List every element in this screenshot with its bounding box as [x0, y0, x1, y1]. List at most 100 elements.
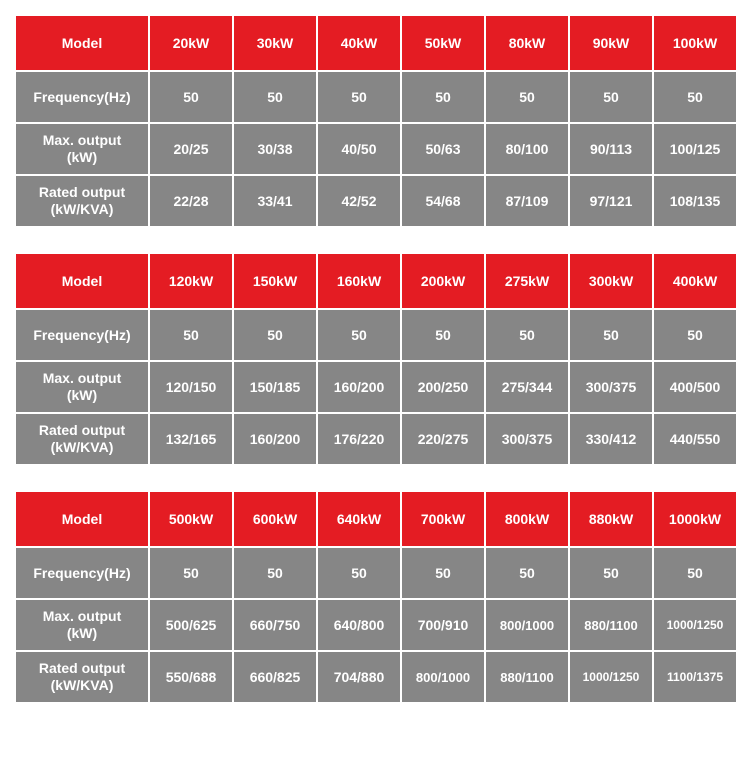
max-output-row: Max. output(kW)500/625660/750640/800700/… [16, 600, 736, 650]
max-output-row: Max. output(kW)20/2530/3840/5050/6380/10… [16, 124, 736, 174]
spec-table-2: Model500kW600kW640kW700kW800kW880kW1000k… [14, 490, 738, 704]
col-header: 120kW [150, 254, 232, 308]
row-label: Frequency(Hz) [16, 548, 148, 598]
data-cell: 220/275 [402, 414, 484, 464]
data-cell: 1000/1250 [654, 600, 736, 650]
data-cell: 176/220 [318, 414, 400, 464]
col-header: 90kW [570, 16, 652, 70]
row-label: Frequency(Hz) [16, 310, 148, 360]
data-cell: 1000/1250 [570, 652, 652, 702]
data-cell: 160/200 [234, 414, 316, 464]
col-header: Model [16, 254, 148, 308]
data-cell: 50 [570, 72, 652, 122]
col-header: 600kW [234, 492, 316, 546]
max-output-row: Max. output(kW)120/150150/185160/200200/… [16, 362, 736, 412]
data-cell: 150/185 [234, 362, 316, 412]
row-label: Frequency(Hz) [16, 72, 148, 122]
data-cell: 33/41 [234, 176, 316, 226]
rated-output-row: Rated output(kW/KVA)22/2833/4142/5254/68… [16, 176, 736, 226]
frequency-row: Frequency(Hz)50505050505050 [16, 72, 736, 122]
data-cell: 50 [150, 310, 232, 360]
data-cell: 440/550 [654, 414, 736, 464]
col-header: 50kW [402, 16, 484, 70]
data-cell: 275/344 [486, 362, 568, 412]
frequency-row: Frequency(Hz)50505050505050 [16, 548, 736, 598]
data-cell: 704/880 [318, 652, 400, 702]
row-label: Rated output(kW/KVA) [16, 414, 148, 464]
col-header: Model [16, 492, 148, 546]
row-label: Max. output(kW) [16, 362, 148, 412]
data-cell: 50 [402, 72, 484, 122]
data-cell: 90/113 [570, 124, 652, 174]
data-cell: 400/500 [654, 362, 736, 412]
col-header: 400kW [654, 254, 736, 308]
data-cell: 120/150 [150, 362, 232, 412]
data-cell: 50 [318, 310, 400, 360]
col-header: 640kW [318, 492, 400, 546]
col-header: Model [16, 16, 148, 70]
col-header: 275kW [486, 254, 568, 308]
data-cell: 50 [234, 310, 316, 360]
spec-table-1: Model120kW150kW160kW200kW275kW300kW400kW… [14, 252, 738, 466]
data-cell: 800/1000 [486, 600, 568, 650]
data-cell: 132/165 [150, 414, 232, 464]
data-cell: 50 [150, 72, 232, 122]
row-label: Max. output(kW) [16, 600, 148, 650]
data-cell: 300/375 [570, 362, 652, 412]
data-cell: 50 [570, 310, 652, 360]
col-header: 40kW [318, 16, 400, 70]
data-cell: 50 [402, 548, 484, 598]
rated-output-row: Rated output(kW/KVA)550/688660/825704/88… [16, 652, 736, 702]
data-cell: 87/109 [486, 176, 568, 226]
col-header: 500kW [150, 492, 232, 546]
spec-table-0: Model20kW30kW40kW50kW80kW90kW100kWFreque… [14, 14, 738, 228]
data-cell: 660/825 [234, 652, 316, 702]
row-label: Rated output(kW/KVA) [16, 652, 148, 702]
tables-container: Model20kW30kW40kW50kW80kW90kW100kWFreque… [14, 14, 736, 704]
col-header: 160kW [318, 254, 400, 308]
data-cell: 50 [654, 72, 736, 122]
row-label: Rated output(kW/KVA) [16, 176, 148, 226]
col-header: 800kW [486, 492, 568, 546]
col-header: 80kW [486, 16, 568, 70]
data-cell: 880/1100 [570, 600, 652, 650]
col-header: 30kW [234, 16, 316, 70]
col-header: 700kW [402, 492, 484, 546]
data-cell: 50 [150, 548, 232, 598]
data-cell: 640/800 [318, 600, 400, 650]
data-cell: 300/375 [486, 414, 568, 464]
data-cell: 22/28 [150, 176, 232, 226]
data-cell: 100/125 [654, 124, 736, 174]
col-header: 150kW [234, 254, 316, 308]
data-cell: 20/25 [150, 124, 232, 174]
data-cell: 97/121 [570, 176, 652, 226]
data-cell: 50 [486, 548, 568, 598]
data-cell: 50 [234, 548, 316, 598]
data-cell: 700/910 [402, 600, 484, 650]
data-cell: 1100/1375 [654, 652, 736, 702]
row-label: Max. output(kW) [16, 124, 148, 174]
header-row: Model120kW150kW160kW200kW275kW300kW400kW [16, 254, 736, 308]
header-row: Model500kW600kW640kW700kW800kW880kW1000k… [16, 492, 736, 546]
data-cell: 50 [318, 72, 400, 122]
data-cell: 108/135 [654, 176, 736, 226]
data-cell: 50 [402, 310, 484, 360]
data-cell: 550/688 [150, 652, 232, 702]
col-header: 20kW [150, 16, 232, 70]
data-cell: 50 [318, 548, 400, 598]
col-header: 200kW [402, 254, 484, 308]
frequency-row: Frequency(Hz)50505050505050 [16, 310, 736, 360]
data-cell: 42/52 [318, 176, 400, 226]
data-cell: 50 [654, 548, 736, 598]
data-cell: 54/68 [402, 176, 484, 226]
col-header: 100kW [654, 16, 736, 70]
col-header: 1000kW [654, 492, 736, 546]
data-cell: 330/412 [570, 414, 652, 464]
data-cell: 40/50 [318, 124, 400, 174]
data-cell: 30/38 [234, 124, 316, 174]
data-cell: 50 [654, 310, 736, 360]
header-row: Model20kW30kW40kW50kW80kW90kW100kW [16, 16, 736, 70]
col-header: 880kW [570, 492, 652, 546]
data-cell: 50 [486, 310, 568, 360]
data-cell: 50 [234, 72, 316, 122]
